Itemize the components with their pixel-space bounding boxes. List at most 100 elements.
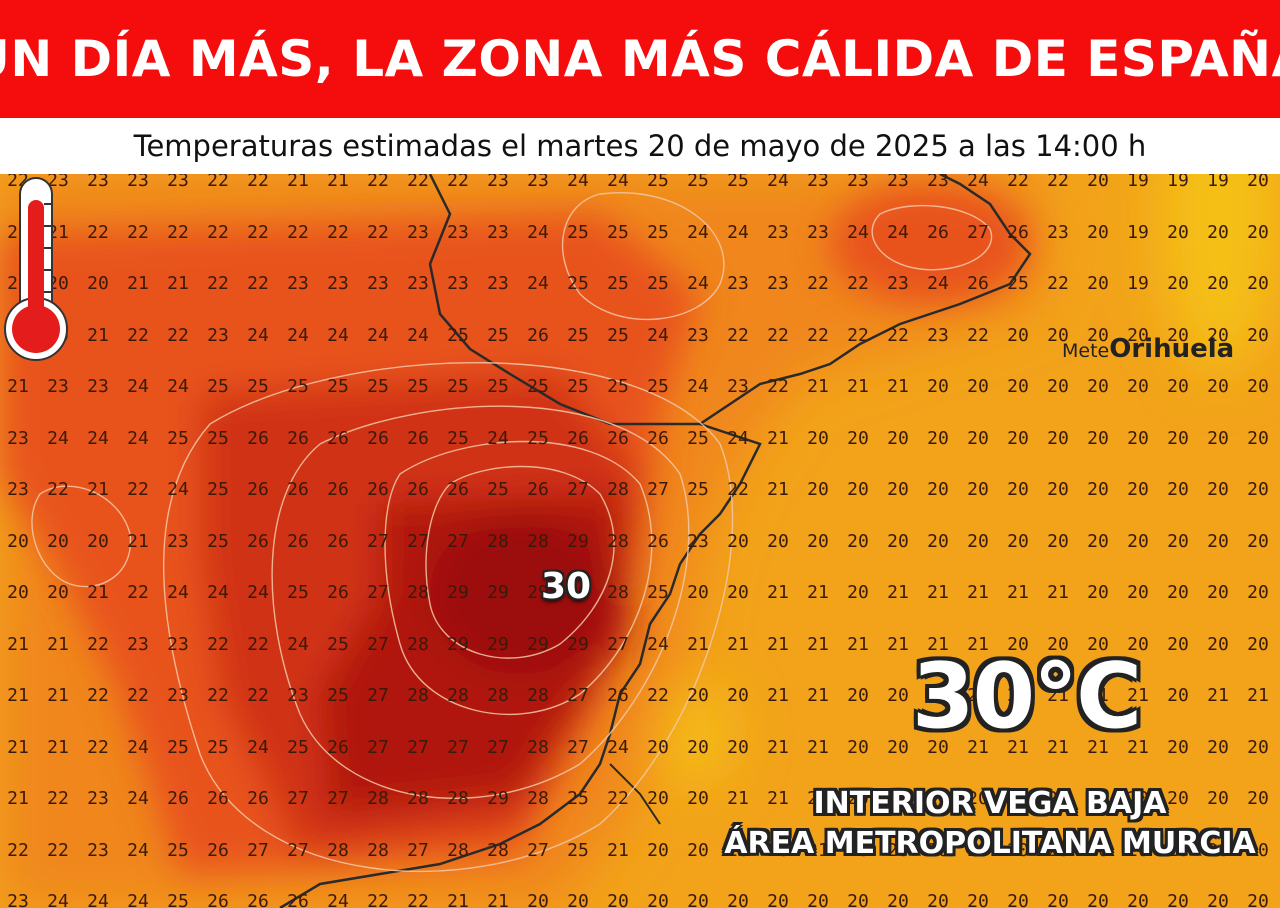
grid-value: 21	[487, 891, 509, 908]
grid-value: 19	[1127, 174, 1149, 191]
grid-value: 25	[607, 221, 629, 243]
grid-value: 20	[1167, 839, 1189, 861]
grid-value: 20	[727, 736, 749, 758]
grid-value: 26	[927, 221, 949, 243]
grid-value: 21	[687, 633, 709, 655]
grid-value: 20	[967, 376, 989, 397]
grid-value: 26	[447, 479, 469, 500]
grid-value: 28	[447, 788, 469, 809]
grid-value: 20	[727, 839, 749, 861]
meteorihuela-logo: Mete Orihuela	[1062, 334, 1234, 364]
grid-value: 27	[327, 788, 349, 809]
grid-value: 27	[367, 685, 389, 706]
grid-value: 26	[527, 324, 549, 346]
grid-value: 23	[927, 324, 949, 346]
grid-value: 20	[807, 479, 829, 500]
grid-value: 22	[847, 273, 869, 294]
grid-value: 23	[807, 174, 829, 191]
grid-value: 29	[527, 633, 549, 655]
grid-value: 20	[1207, 376, 1229, 397]
grid-value: 25	[687, 479, 709, 500]
grid-value: 21	[967, 582, 989, 603]
grid-value: 20	[1047, 530, 1069, 552]
grid-value: 22	[167, 221, 189, 243]
grid-value: 24	[407, 324, 429, 346]
grid-value: 20	[1207, 788, 1229, 809]
grid-value: 22	[47, 788, 69, 809]
grid-value: 20	[1247, 273, 1269, 294]
grid-value: 22	[1007, 174, 1029, 191]
isotherms	[31, 192, 993, 873]
grid-value: 26	[207, 788, 229, 809]
grid-value: 20	[727, 891, 749, 908]
grid-value: 20	[847, 427, 869, 449]
grid-value: 20	[1167, 582, 1189, 603]
grid-value: 20	[1007, 427, 1029, 449]
grid-value: 20	[1207, 891, 1229, 908]
grid-value: 20	[1047, 839, 1069, 861]
grid-value: 19	[1127, 273, 1149, 294]
grid-value: 20	[1007, 324, 1029, 346]
grid-value: 21	[7, 376, 29, 397]
grid-value: 19	[1167, 174, 1189, 191]
grid-value: 28	[527, 685, 549, 706]
grid-value: 20	[647, 891, 669, 908]
grid-value: 22	[887, 324, 909, 346]
grid-value: 25	[687, 427, 709, 449]
grid-value: 23	[407, 221, 429, 243]
grid-value: 20	[647, 788, 669, 809]
grid-value: 25	[207, 736, 229, 758]
grid-value: 20	[767, 839, 789, 861]
grid-value: 28	[447, 839, 469, 861]
grid-value: 20	[687, 788, 709, 809]
grid-value: 22	[207, 685, 229, 706]
grid-value: 20	[1127, 891, 1149, 908]
grid-value: 23	[847, 174, 869, 191]
grid-value: 29	[527, 582, 549, 603]
grid-value: 22	[447, 174, 469, 191]
grid-value: 20	[1247, 788, 1269, 809]
grid-value: 20	[807, 891, 829, 908]
grid-value: 21	[7, 685, 29, 706]
grid-value: 22	[367, 174, 389, 191]
grid-value: 27	[407, 530, 429, 552]
grid-value: 26	[247, 427, 269, 449]
grid-value: 20	[847, 736, 869, 758]
grid-value: 20	[1007, 633, 1029, 655]
grid-value: 20	[1247, 582, 1269, 603]
grid-value: 22	[47, 479, 69, 500]
grid-value: 22	[767, 324, 789, 346]
grid-value: 24	[247, 324, 269, 346]
grid-value: 20	[1127, 324, 1149, 346]
grid-value: 20	[927, 376, 949, 397]
grid-value: 25	[167, 839, 189, 861]
grid-value: 20	[847, 839, 869, 861]
grid-value: 22	[407, 174, 429, 191]
grid-value: 20	[1207, 839, 1229, 861]
grid-value: 26	[207, 891, 229, 908]
grid-value: 20	[767, 891, 789, 908]
grid-value: 22	[407, 891, 429, 908]
grid-value: 23	[47, 376, 69, 397]
grid-value: 27	[527, 839, 549, 861]
grid-value: 22	[87, 221, 109, 243]
grid-value: 23	[887, 273, 909, 294]
grid-value: 20	[847, 685, 869, 706]
grid-value: 27	[247, 839, 269, 861]
grid-value: 20	[1087, 221, 1109, 243]
grid-value: 29	[487, 633, 509, 655]
grid-value: 27	[487, 736, 509, 758]
grid-value: 21	[87, 479, 109, 500]
logo-prefix: Mete	[1062, 340, 1110, 362]
grid-value: 25	[167, 891, 189, 908]
grid-value: 20	[1207, 530, 1229, 552]
grid-value: 22	[127, 685, 149, 706]
grid-value: 20	[1247, 174, 1269, 191]
grid-value: 26	[967, 273, 989, 294]
grid-value: 23	[807, 221, 829, 243]
grid-value: 20	[1167, 479, 1189, 500]
grid-value: 26	[167, 788, 189, 809]
grid-value: 25	[727, 174, 749, 191]
grid-value: 26	[247, 891, 269, 908]
grid-value: 25	[1007, 273, 1029, 294]
